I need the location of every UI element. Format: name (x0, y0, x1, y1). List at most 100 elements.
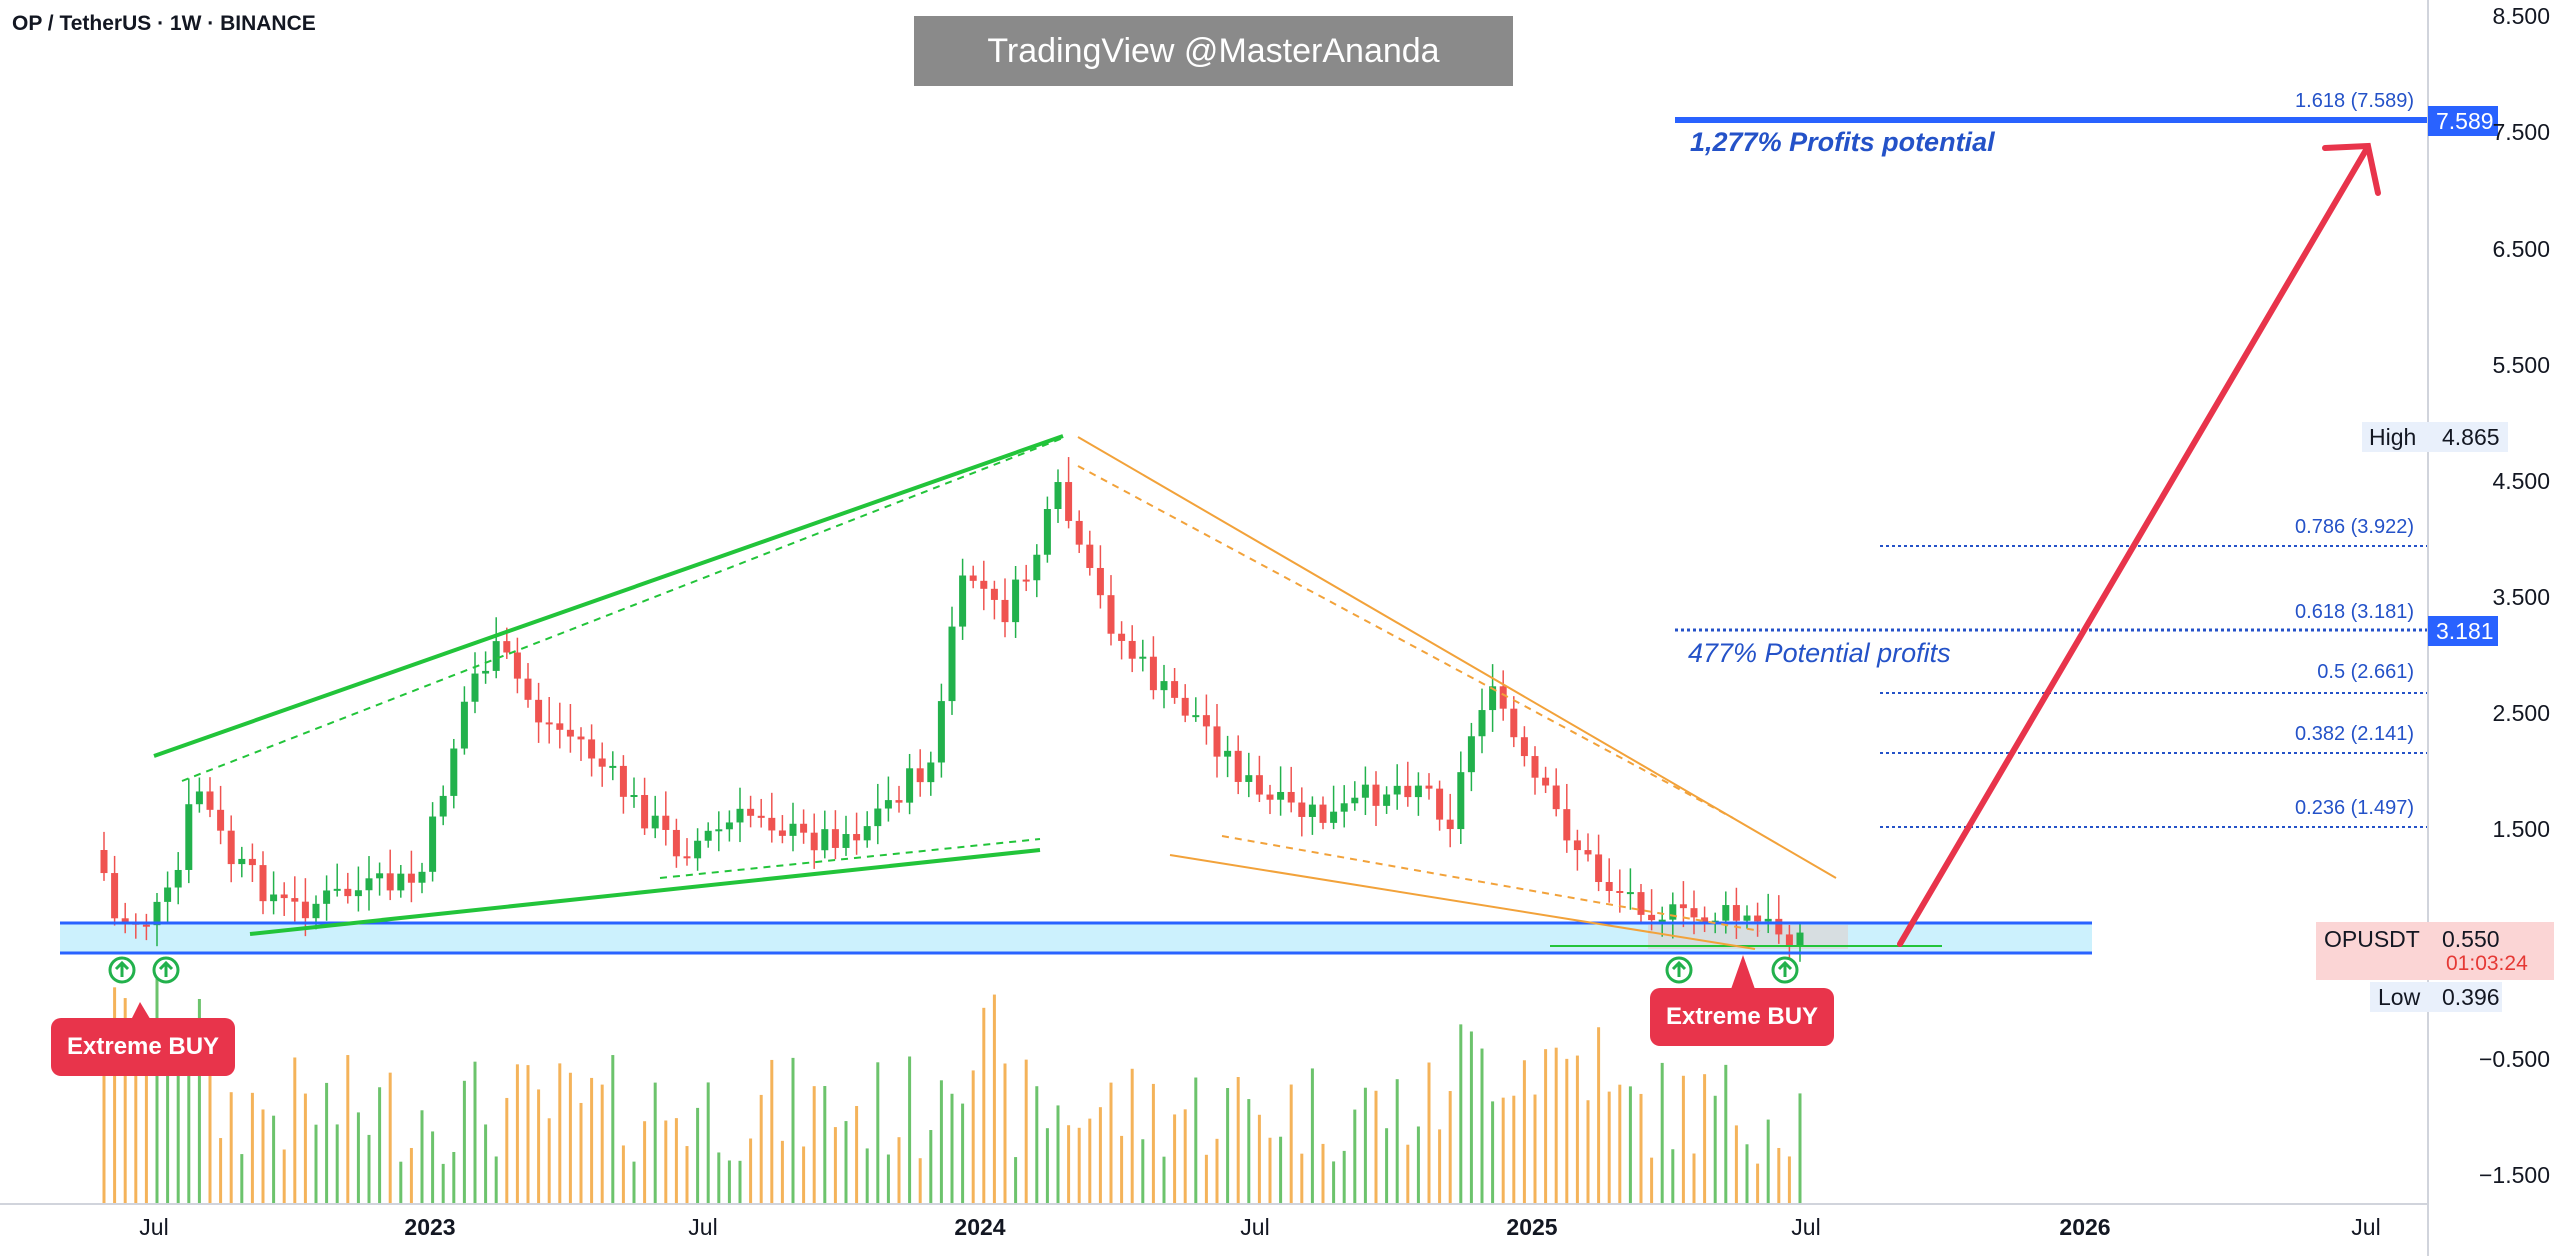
candle-body (397, 873, 405, 891)
volume-bar (823, 1086, 827, 1204)
candle-body (1086, 544, 1094, 568)
candle-body (195, 791, 203, 805)
candle-body (153, 901, 161, 926)
candle-body (842, 834, 850, 848)
volume-bar (632, 1161, 636, 1204)
volume-bar (1448, 1091, 1452, 1204)
candle-body (1266, 794, 1274, 800)
candle-body (800, 823, 808, 833)
volume-bar (1321, 1143, 1325, 1204)
volume-bar (473, 1061, 477, 1204)
volume-bar (484, 1124, 488, 1204)
volume-bar (346, 1055, 350, 1204)
volume-bar (1512, 1095, 1516, 1204)
volume-bar (261, 1109, 265, 1204)
y-tick: −0.500 (2479, 1046, 2550, 1072)
candle-body (248, 858, 256, 866)
current-symbol: OPUSDT (2324, 926, 2420, 952)
volume-bar (144, 1030, 148, 1204)
fib-label-0382: 0.382 (2.141) (2295, 723, 2414, 745)
candle-body (672, 829, 680, 857)
volume-bar (1607, 1091, 1611, 1204)
volume-bar (1098, 1107, 1102, 1204)
fib-label-1618: 1.618 (7.589) (2295, 90, 2414, 112)
volume-bar (908, 1056, 912, 1204)
candle-body (863, 826, 871, 841)
candle-body (1743, 915, 1751, 921)
mid-profit-note: 477% Potential profits (1688, 638, 1951, 668)
x-tick: Jul (2351, 1214, 2381, 1240)
candle-body (874, 808, 882, 827)
candle-body (1149, 656, 1157, 691)
volume-bar (229, 1092, 233, 1204)
candle-body (810, 832, 818, 851)
candle-body (365, 878, 373, 891)
low-label: Low (2378, 984, 2421, 1010)
x-tick: Jul (688, 1214, 718, 1240)
volume-bar (1141, 1139, 1145, 1204)
symbol-title: OP / TetherUS · 1W · BINANCE (12, 12, 316, 35)
volume-bar (1332, 1161, 1336, 1204)
volume-bar (643, 1121, 647, 1204)
volume-bar (1088, 1118, 1092, 1204)
volume-bar (844, 1121, 848, 1204)
candles (100, 457, 1804, 966)
volume-bar (314, 1124, 318, 1204)
volume-bar (515, 1064, 519, 1204)
candle-body (1796, 932, 1804, 947)
volume-bar (1491, 1101, 1495, 1204)
volume-bar (600, 1084, 604, 1204)
candle-body (916, 768, 924, 783)
volume-bar (717, 1152, 721, 1204)
volume-bar (409, 1147, 413, 1204)
volume-bar (1660, 1062, 1664, 1204)
candle-body (301, 901, 309, 919)
volume-bar (1469, 1031, 1473, 1204)
volume-bar (1173, 1114, 1177, 1204)
x-tick: 2023 (404, 1214, 456, 1240)
y-tick: 7.500 (2492, 119, 2550, 145)
candle-body (1732, 905, 1740, 921)
candle-body (1552, 785, 1560, 810)
volume-bar (250, 1092, 254, 1204)
volume-bar (1756, 1163, 1760, 1204)
candle-body (577, 736, 585, 740)
candle-body (1626, 892, 1634, 895)
candle-body (1022, 579, 1030, 582)
low-value: 0.396 (2442, 984, 2500, 1010)
volume-bar (1703, 1074, 1707, 1204)
volume-bar (1628, 1086, 1632, 1204)
candle-body (1128, 640, 1136, 659)
candle-body (1542, 777, 1550, 786)
candle-body (227, 830, 235, 865)
volume-bar (696, 1107, 700, 1204)
volume-bar (1724, 1064, 1728, 1204)
candle-body (1107, 595, 1115, 634)
volume-bar (166, 1063, 170, 1204)
candle-body (450, 748, 458, 796)
volume-bar (558, 1063, 562, 1204)
candle-body (1383, 794, 1391, 806)
candle-body (853, 834, 861, 841)
volume-bar (367, 1134, 371, 1204)
volume-bar (1798, 1093, 1802, 1204)
volume-bar (855, 1106, 859, 1204)
candle-body (1531, 756, 1539, 778)
volume-bar (1533, 1094, 1537, 1204)
volume-bar (1183, 1109, 1187, 1204)
target-profit-note: 1,277% Profits potential (1690, 127, 1995, 157)
volume-bar (1681, 1075, 1685, 1204)
volume-bar (1130, 1068, 1134, 1204)
candle-body (376, 873, 384, 879)
candle-body (1033, 554, 1041, 581)
candle-body (111, 873, 119, 919)
candle-body (259, 865, 267, 902)
volume-bar (134, 1058, 138, 1204)
candle-body (630, 795, 638, 798)
candle-body (598, 758, 606, 767)
volume-bar (1766, 1119, 1770, 1204)
candle-body (609, 765, 617, 768)
candle-body (694, 840, 702, 859)
candle-body (460, 701, 468, 749)
